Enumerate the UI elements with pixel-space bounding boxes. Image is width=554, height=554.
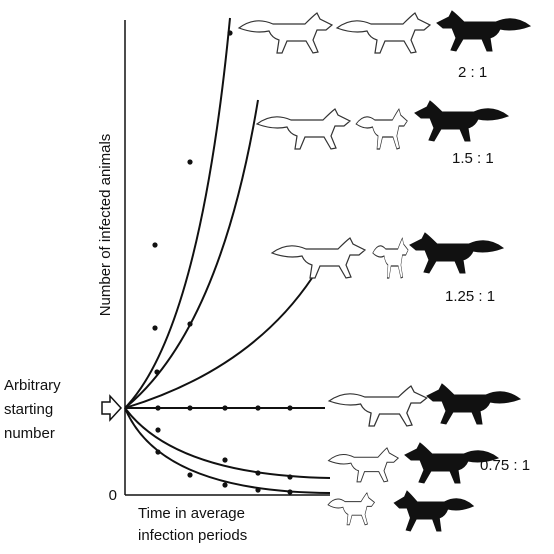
start-label: Arbitrary <box>4 377 61 394</box>
dot <box>222 405 228 411</box>
dot <box>187 472 193 478</box>
dot <box>287 474 293 480</box>
dot <box>287 405 293 411</box>
white-fox <box>238 12 333 54</box>
x-axis-label: Time in average <box>138 505 245 522</box>
dot <box>155 427 161 433</box>
white-fox <box>271 237 366 279</box>
dot <box>152 325 158 331</box>
black-fox <box>426 383 521 425</box>
black-fox <box>414 100 509 142</box>
curve-low <box>124 407 331 494</box>
dot <box>222 457 228 463</box>
dot <box>222 482 228 488</box>
x-axis-label: infection periods <box>138 527 247 544</box>
dot <box>255 405 261 411</box>
curve-0-75 <box>124 407 331 479</box>
white-fox <box>327 447 399 483</box>
dots <box>152 30 293 495</box>
curve-1-5 <box>124 99 259 409</box>
start-label: number <box>4 425 55 442</box>
dot <box>155 405 161 411</box>
white-fox <box>336 12 431 54</box>
curve-1-25 <box>124 277 313 409</box>
ratio-label: 1.25 : 1 <box>445 288 495 305</box>
white-fox <box>256 108 351 150</box>
origin-label: 0 <box>109 487 117 504</box>
ratio-label: 0.75 : 1 <box>480 457 530 474</box>
white-fox <box>328 385 428 427</box>
y-axis-label: Number of infected animals <box>97 134 114 317</box>
dot <box>187 405 193 411</box>
dot <box>154 369 160 375</box>
curve-2 <box>124 17 231 409</box>
start-label: starting <box>4 401 53 418</box>
ratio-label: 1.5 : 1 <box>452 150 494 167</box>
white-fox <box>372 237 409 279</box>
black-fox <box>409 232 504 274</box>
white-fox <box>327 492 375 526</box>
dot <box>287 489 293 495</box>
foxes: 2 : 1 1.5 : 1 1.25 : 1 0.75 : 1 <box>238 10 531 532</box>
dot <box>255 470 261 476</box>
white-fox <box>355 108 408 150</box>
dot <box>255 487 261 493</box>
dot <box>152 242 158 248</box>
dot <box>187 159 193 165</box>
black-fox <box>436 10 531 52</box>
dot <box>155 449 161 455</box>
ratio-label: 2 : 1 <box>458 64 487 81</box>
dot <box>187 321 193 327</box>
black-fox <box>393 490 474 532</box>
dot <box>227 30 233 36</box>
start-arrow <box>101 394 123 422</box>
